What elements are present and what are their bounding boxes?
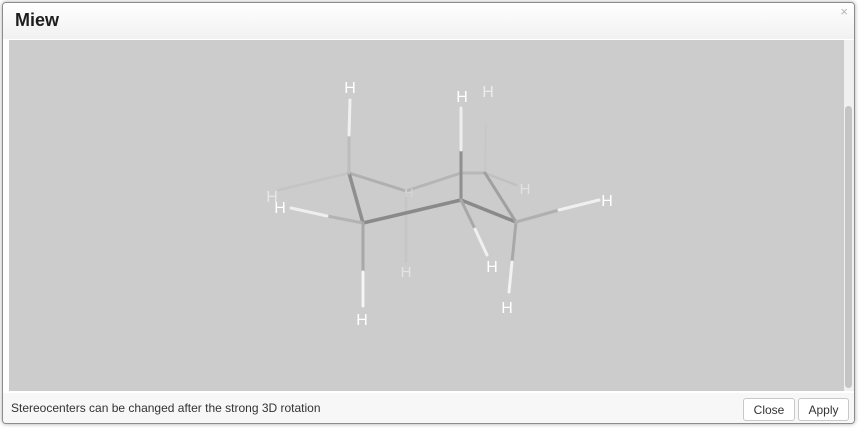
- dialog-title: Miew: [15, 10, 60, 30]
- atom-h: H: [520, 181, 531, 198]
- hydrogen-bonds: [289, 98, 601, 308]
- atom-h: H: [266, 189, 278, 206]
- stereocenter-hint: Stereocenters can be changed after the s…: [11, 401, 321, 415]
- atom-h: H: [486, 259, 498, 276]
- atom-h: H: [405, 186, 414, 200]
- atom-h: H: [356, 312, 368, 329]
- dialog-footer: Stereocenters can be changed after the s…: [3, 393, 854, 423]
- apply-button[interactable]: Apply: [798, 398, 849, 421]
- atom-h: H: [401, 264, 412, 281]
- close-icon[interactable]: ×: [840, 4, 848, 19]
- axes-gizmo: [114, 324, 171, 381]
- scrollbar-thumb[interactable]: [845, 106, 852, 388]
- atom-h: H: [274, 200, 286, 217]
- atom-h: H: [482, 84, 494, 101]
- ring-bonds: [347, 148, 518, 225]
- atom-h: H: [601, 193, 613, 210]
- dialog-header: Miew ×: [3, 3, 854, 39]
- miew-dialog: Miew ×: [2, 2, 855, 424]
- back-bonds: [277, 122, 518, 264]
- molecule-viewport[interactable]: H H H H H H H H H H H H: [9, 40, 844, 391]
- close-button[interactable]: Close: [743, 398, 795, 421]
- atom-h: H: [344, 80, 356, 97]
- atom-h: H: [456, 89, 468, 106]
- atom-h: H: [501, 300, 513, 317]
- molecule-canvas[interactable]: H H H H H H H H H H H H: [9, 40, 844, 391]
